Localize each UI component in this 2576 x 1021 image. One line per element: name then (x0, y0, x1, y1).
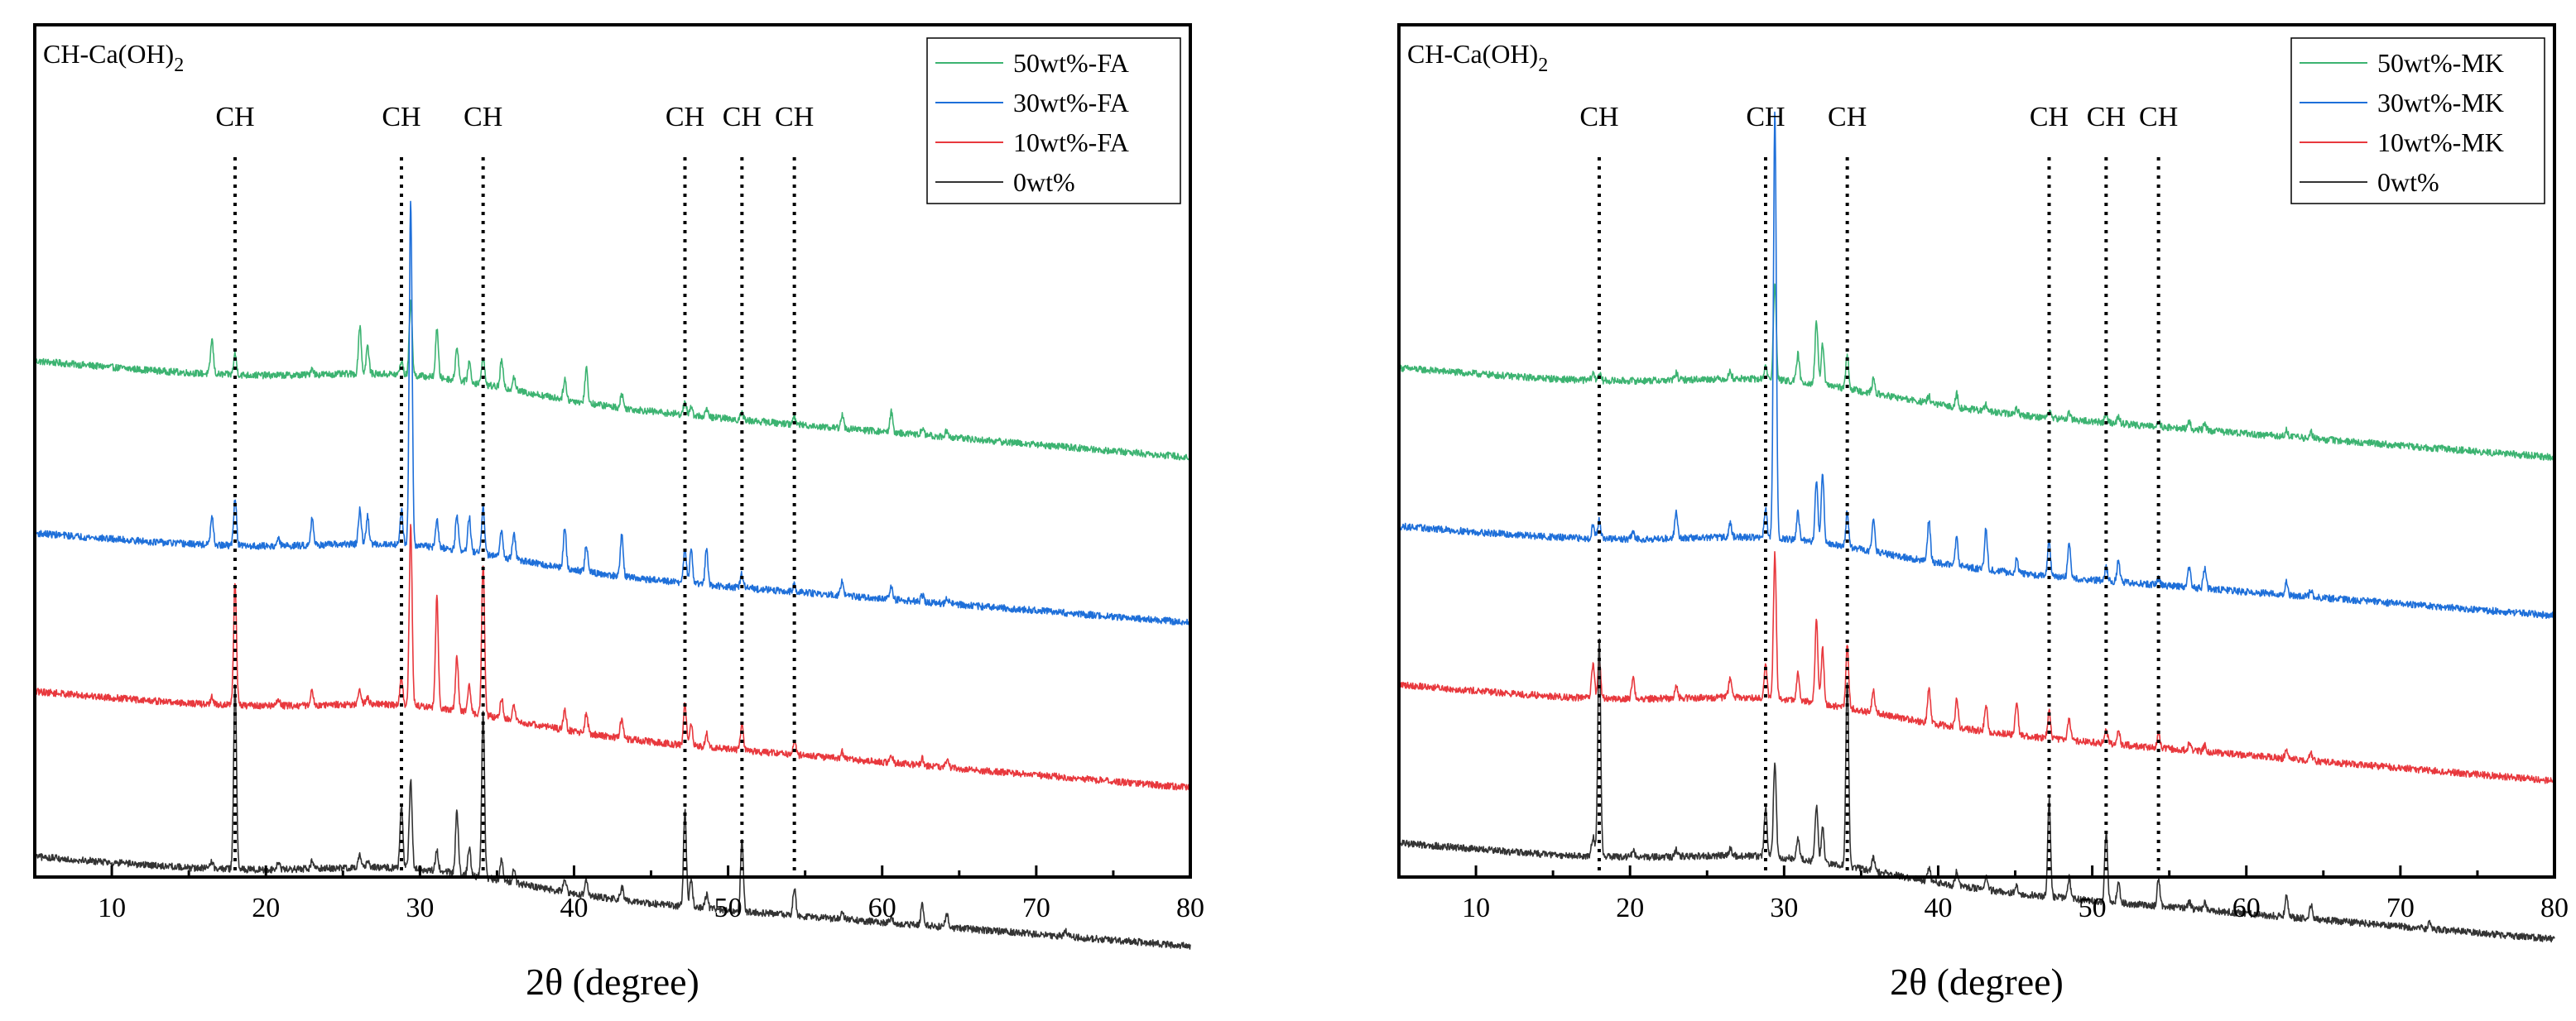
legend-label-50wt%-MK: 50wt%-MK (2377, 48, 2504, 78)
x-tick-label-30: 30 (406, 893, 434, 923)
reference-label-5: CH (723, 102, 762, 132)
reference-label-1: CH (215, 102, 254, 132)
x-tick-label-30: 30 (1770, 893, 1798, 923)
legend-label-10wt%-FA: 10wt%-FA (1013, 127, 1129, 157)
legend-label-30wt%-MK: 30wt%-MK (2377, 88, 2504, 117)
series-line-10wt%-FA (34, 524, 1191, 792)
legend-box (2290, 37, 2545, 204)
series-line-10wt%-MK (1398, 551, 2555, 784)
legend: 50wt%-MK 30wt%-MK 10wt%-MK 0wt% (2290, 37, 2545, 204)
legend: 50wt%-FA 30wt%-FA 10wt%-FA 0wt% (926, 37, 1181, 204)
x-tick-label-80: 80 (2540, 893, 2569, 923)
panel-annotation: CH-Ca(OH)2 (1407, 39, 1548, 76)
x-axis-title: 2θ (degree) (1890, 961, 2064, 1003)
series-line-50wt%-FA (34, 299, 1191, 461)
series-line-0wt% (1398, 638, 2555, 943)
legend-box (926, 37, 1181, 204)
reference-label-2: CH (382, 102, 421, 132)
x-tick-label-20: 20 (252, 893, 280, 923)
series-line-30wt%-MK (1398, 111, 2555, 620)
x-tick-label-20: 20 (1616, 893, 1644, 923)
x-tick-label-10: 10 (1462, 893, 1490, 923)
x-tick-label-70: 70 (2386, 893, 2415, 923)
reference-label-2: CH (1746, 102, 1785, 132)
legend-label-0wt%: 0wt% (2377, 167, 2439, 197)
x-tick-label-60: 60 (2232, 893, 2261, 923)
reference-label-4: CH (666, 102, 704, 132)
panel-annotation: CH-Ca(OH)2 (43, 39, 184, 76)
chart-panel-2: CH CH CH CH CH CH CH-Ca(OH)2 10 20 30 40 50 60 70 80 2θ… (1397, 23, 2569, 1003)
reference-label-4: CH (2030, 102, 2069, 132)
chart-panel-1: CH CH CH CH CH CH CH-Ca(OH)2 10 20 30 40 50 60 70 80 2θ… (33, 23, 1204, 1003)
reference-label-3: CH (464, 102, 502, 132)
reference-label-5: CH (2087, 102, 2126, 132)
x-tick-label-40: 40 (1924, 893, 1952, 923)
reference-label-6: CH (2139, 102, 2178, 132)
x-tick-label-80: 80 (1176, 893, 1204, 923)
plot-frame (1397, 23, 2556, 879)
x-tick-label-50: 50 (2079, 893, 2107, 923)
x-tick-label-50: 50 (714, 893, 743, 923)
x-tick-label-40: 40 (560, 893, 588, 923)
series-line-50wt%-MK (1398, 283, 2555, 461)
reference-label-3: CH (1828, 102, 1867, 132)
x-axis-title: 2θ (degree) (526, 961, 699, 1003)
legend-label-0wt%: 0wt% (1013, 167, 1075, 197)
x-tick-label-70: 70 (1022, 893, 1050, 923)
series-line-30wt%-FA (34, 200, 1191, 627)
legend-label-50wt%-FA: 50wt%-FA (1013, 48, 1129, 78)
series-line-0wt% (34, 683, 1191, 950)
x-tick-label-60: 60 (868, 893, 896, 923)
legend-label-10wt%-MK: 10wt%-MK (2377, 127, 2504, 157)
reference-label-1: CH (1579, 102, 1618, 132)
reference-label-6: CH (775, 102, 814, 132)
plot-frame (33, 23, 1192, 879)
x-tick-label-10: 10 (98, 893, 126, 923)
legend-label-30wt%-FA: 30wt%-FA (1013, 88, 1129, 117)
